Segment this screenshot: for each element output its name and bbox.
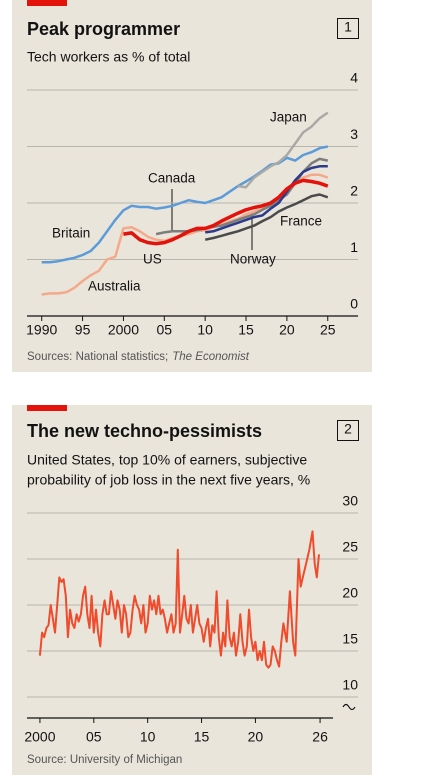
subtitle: Tech workers as % of total: [27, 49, 190, 65]
panel-box: [337, 420, 359, 441]
y-tick-label: 3: [350, 126, 358, 142]
chart-title: Peak programmer: [27, 19, 180, 39]
axis-break: [342, 703, 356, 711]
panel-label: 1: [344, 19, 352, 35]
x-tick-label: 25: [320, 322, 336, 338]
x-tick-label: 05: [157, 322, 173, 338]
series-label: Japan: [270, 110, 307, 125]
series-label: France: [280, 214, 322, 229]
red-tag: [27, 405, 67, 411]
source-text: Source: University of Michigan: [27, 754, 182, 766]
x-tick-label: 2000: [24, 729, 55, 745]
y-tick-label: 2: [350, 183, 358, 199]
y-tick-label: 20: [342, 585, 358, 601]
x-tick-label: 1990: [26, 322, 57, 338]
y-tick-label: 10: [342, 677, 358, 693]
x-tick-label: 15: [238, 322, 254, 338]
y-tick-label: 15: [342, 631, 358, 647]
panel-label: 2: [344, 421, 352, 437]
x-tick-label: 95: [75, 322, 91, 338]
series-line: [38, 530, 320, 669]
red-tag: [27, 0, 67, 6]
chart-title: The new techno-pessimists: [27, 421, 262, 441]
source: Source: University of Michigan: [27, 754, 182, 766]
x-tick-label: 10: [140, 729, 156, 745]
x-tick-label: 2000: [108, 322, 139, 338]
series-line: [123, 178, 329, 246]
x-tick-label: 20: [248, 729, 264, 745]
y-tick-label: 4: [350, 70, 358, 86]
source-text: Sources: National statistics;: [27, 351, 168, 363]
series-label: Britain: [52, 226, 90, 241]
panel-box: [337, 18, 359, 39]
series-line: [237, 111, 329, 189]
series-line: [205, 165, 328, 234]
x-tick-label: 15: [194, 729, 210, 745]
x-tick-label: 20: [279, 322, 295, 338]
subtitle: probability of job loss in the next five…: [27, 472, 310, 488]
y-tick-label: 0: [350, 296, 358, 312]
source-italic: The Economist: [172, 351, 250, 363]
series-line: [204, 193, 329, 241]
panel: [12, 0, 372, 372]
series-label: Australia: [88, 279, 141, 294]
x-tick-label: 26: [312, 729, 328, 745]
y-tick-label: 1: [350, 239, 358, 255]
source: Sources: National statistics; The Economi…: [27, 351, 250, 363]
y-tick-label: 30: [342, 493, 358, 509]
series-label: US: [143, 252, 162, 267]
x-tick-label: 05: [86, 729, 102, 745]
subtitle: United States, top 10% of earners, subje…: [27, 452, 307, 468]
series-label: Canada: [148, 171, 196, 186]
y-tick-label: 25: [342, 539, 358, 555]
series-label: Norway: [230, 252, 276, 267]
panel: [12, 405, 372, 775]
x-tick-label: 10: [197, 322, 213, 338]
